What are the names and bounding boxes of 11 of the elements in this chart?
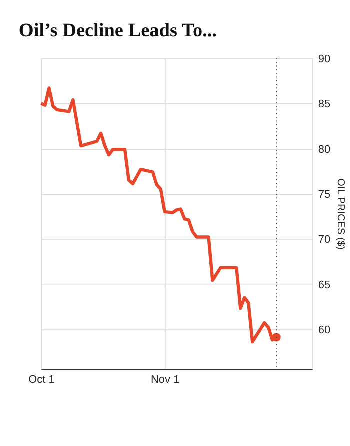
y-tick-label: 60 <box>318 324 331 336</box>
y-tick-label: 90 <box>318 54 331 66</box>
chart-title: Oil’s Decline Leads To... <box>18 20 218 42</box>
y-tick-label: 65 <box>318 279 331 292</box>
y-tick-label: 80 <box>318 144 331 156</box>
x-tick-label: Nov 1 <box>150 374 180 386</box>
y-tick-label: 70 <box>318 234 331 246</box>
x-tick-label: Oct 1 <box>28 374 55 386</box>
y-tick-label: 75 <box>318 189 331 202</box>
y-axis-title: OIL PRICES ($) <box>334 178 346 250</box>
y-tick-label: 85 <box>318 98 331 111</box>
